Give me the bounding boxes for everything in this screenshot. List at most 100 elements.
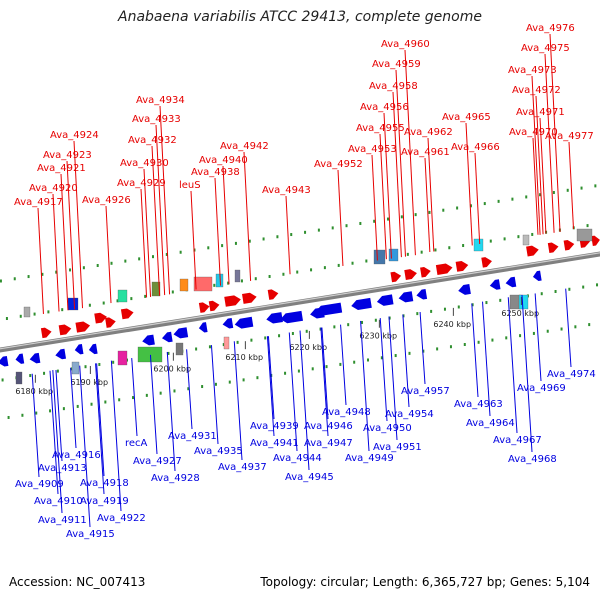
reverse-gene-arrow [489, 279, 501, 290]
label-leader-line [140, 188, 148, 298]
reverse-gene-arrow [161, 331, 173, 343]
label-leader-line [521, 294, 533, 453]
reverse-gene-label: Ava_4937 [218, 462, 267, 473]
forward-gene-label: Ava_4961 [401, 147, 450, 158]
track-border-dot [414, 213, 417, 217]
track-border-dot [317, 228, 320, 232]
label-leader-line [210, 345, 219, 445]
label-leader-line [96, 363, 105, 477]
reverse-gene-arrow [505, 276, 517, 288]
forward-gene-label: Ava_4965 [442, 112, 491, 123]
forward-gene-arrow [526, 245, 539, 257]
track-border-dot [517, 235, 520, 239]
track-border-dot [331, 226, 334, 230]
forward-gene-label: Ava_4917 [14, 197, 63, 208]
track-border-dot [297, 369, 300, 373]
track-border-dot [457, 305, 460, 309]
track-border-dot [234, 241, 237, 245]
label-leader-line [70, 367, 77, 449]
label-leader-line [402, 314, 410, 408]
track-border-dot [29, 374, 32, 378]
forward-gene-label: Ava_4952 [314, 159, 363, 170]
track-border-dot [276, 235, 279, 239]
reverse-gene-label: Ava_4948 [322, 407, 371, 418]
forward-gene-label: Ava_4920 [29, 183, 78, 194]
track-border-dot [262, 237, 265, 241]
track-border-dot [61, 308, 64, 312]
reverse-gene-arrow [416, 289, 428, 300]
track-border-dot [278, 334, 281, 338]
reverse-gene-label: Ava_4927 [133, 456, 182, 467]
reverse-gene-arrow [0, 355, 9, 367]
track-border-dot [82, 266, 85, 270]
track-border-dot [380, 356, 383, 360]
track-border-dot [236, 340, 239, 344]
track-border-dot [339, 362, 342, 366]
scale-tick-label: 6210 kbp [225, 353, 263, 362]
forward-gene-label: Ava_4942 [220, 141, 269, 152]
track-border-dot [21, 413, 24, 417]
reverse-gene-label: Ava_4913 [38, 463, 87, 474]
track-border-dot [443, 307, 446, 311]
track-border-dot [96, 264, 99, 268]
forward-gene-arrow [591, 235, 600, 247]
track-border-dot [402, 314, 405, 318]
track-border-dot [56, 369, 59, 373]
track-border-dot [574, 325, 577, 329]
track-border-dot [462, 244, 465, 248]
label-leader-line [544, 53, 555, 233]
track-border-dot [497, 199, 500, 203]
reverse-gene-arrow [351, 297, 372, 310]
track-border-dot [351, 261, 354, 265]
track-border-dot [422, 349, 425, 353]
feature-box [67, 297, 79, 311]
label-leader-line [340, 324, 347, 406]
track-border-dot [13, 277, 16, 281]
label-leader-line [482, 301, 491, 417]
track-border-dot [491, 338, 494, 342]
label-leader-line [337, 169, 344, 266]
forward-gene-arrow [390, 271, 402, 283]
reverse-gene-label: Ava_4946 [304, 421, 353, 432]
forward-gene-arrow [455, 260, 469, 272]
track-border-dot [347, 323, 350, 327]
track-border-dot [568, 287, 571, 291]
track-border-dot [469, 204, 472, 208]
label-leader-line [214, 177, 222, 286]
label-leader-line [320, 327, 329, 437]
track-border-dot [254, 277, 257, 281]
track-border-dot [76, 404, 79, 408]
track-border-dot [449, 345, 452, 349]
genome-backbone [0, 251, 600, 353]
track-border-dot [47, 310, 50, 314]
forward-gene-label: Ava_4953 [348, 144, 397, 155]
label-leader-line [371, 154, 378, 261]
forward-gene-label: Ava_4966 [451, 142, 500, 153]
label-leader-line [539, 117, 547, 234]
track-border-dot [242, 378, 245, 382]
track-border-dot [145, 393, 148, 397]
track-border-dot [566, 188, 569, 192]
reverse-gene-label: Ava_4957 [401, 386, 450, 397]
forward-gene-label: Ava_4929 [117, 178, 166, 189]
feature-box [193, 276, 213, 292]
track-border-dot [248, 239, 251, 243]
scale-tick-label: 6250 kbp [501, 309, 539, 318]
label-leader-line [52, 370, 63, 514]
track-border-dot [511, 197, 514, 201]
forward-gene-label: Ava_4934 [136, 95, 185, 106]
label-leader-line [66, 160, 76, 310]
track-border-dot [596, 283, 599, 287]
forward-gene-arrow [547, 242, 559, 253]
track-border-dot [430, 309, 433, 313]
forward-gene-arrow [224, 295, 241, 307]
label-leader-line [73, 140, 84, 309]
label-leader-line [360, 320, 370, 452]
track-border-dot [296, 270, 299, 274]
forward-gene-label: Ava_4972 [512, 85, 561, 96]
label-leader-line [49, 370, 59, 495]
reverse-gene-arrow [222, 317, 234, 329]
feature-box [373, 249, 386, 265]
track-border-dot [207, 246, 210, 250]
forward-gene-label: Ava_4933 [132, 114, 181, 125]
